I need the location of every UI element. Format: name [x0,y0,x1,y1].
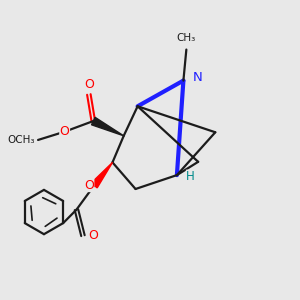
Polygon shape [92,117,124,136]
Text: N: N [192,71,202,84]
Text: CH₃: CH₃ [177,33,196,43]
Text: O: O [84,179,94,192]
Text: OCH₃: OCH₃ [8,135,35,145]
Text: O: O [88,229,98,242]
Text: O: O [84,78,94,91]
Polygon shape [91,162,112,188]
Text: O: O [60,125,70,138]
Text: H: H [186,170,195,183]
